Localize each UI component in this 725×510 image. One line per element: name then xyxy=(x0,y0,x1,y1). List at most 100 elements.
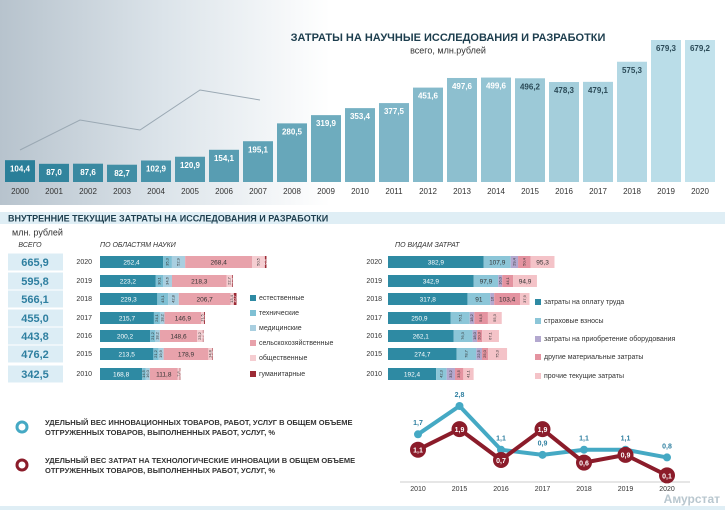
point-label: 1,1 xyxy=(579,436,589,443)
y-tick-label: 2015 xyxy=(366,351,382,358)
bar xyxy=(481,78,511,182)
x-tick-label: 2015 xyxy=(452,486,468,493)
y-tick-label: 2018 xyxy=(366,296,382,303)
point-label: 1,1 xyxy=(621,436,631,443)
chart-title: ПО ОБЛАСТЯМ НАУКИ xyxy=(100,242,177,249)
bar-value-label: 496,2 xyxy=(520,82,541,91)
x-tick-label: 2015 xyxy=(521,187,539,196)
segment-label: 34,6 xyxy=(165,276,170,285)
chart-title: ЗАТРАТЫ НА НАУЧНЫЕ ИССЛЕДОВАНИЯ И РАЗРАБ… xyxy=(291,32,606,44)
segment-label: 274,7 xyxy=(414,352,431,359)
segment-label: 200,2 xyxy=(117,334,134,341)
y-tick-label: 2017 xyxy=(366,315,382,322)
total-label: 566,1 xyxy=(21,294,49,306)
legend-swatch xyxy=(250,371,256,377)
segment-label: 18,2 xyxy=(469,313,474,322)
segment-label: 148,6 xyxy=(170,334,187,341)
legend-label: другие материальные затраты xyxy=(544,354,643,361)
totals-title: ВСЕГО xyxy=(18,242,42,249)
segment-label: 55,3 xyxy=(492,313,497,322)
point-label: 0,6 xyxy=(579,460,589,467)
segment-label: 229,3 xyxy=(121,297,138,304)
y-tick-label: 2016 xyxy=(76,333,92,340)
segment-label: 19,9 xyxy=(158,349,163,358)
segment-label: 213,5 xyxy=(119,352,136,359)
segment-label: 18,2 xyxy=(159,313,164,322)
segment-label: 107,9 xyxy=(489,260,506,267)
legend-label: медицинские xyxy=(259,325,302,332)
segment-label: 50,4 xyxy=(521,257,526,266)
legend-swatch xyxy=(250,295,256,301)
segment-label: 25,0 xyxy=(482,349,487,358)
segment-label: 33,2 xyxy=(448,369,453,378)
point-label: 1,1 xyxy=(413,448,423,455)
segment-label: 192,4 xyxy=(404,372,421,379)
bar xyxy=(583,82,613,182)
segment-label: 16 xyxy=(489,296,494,301)
x-tick-label: 2013 xyxy=(453,187,471,196)
x-tick-label: 2014 xyxy=(487,187,505,196)
segment-label: 78,7 xyxy=(464,349,469,358)
legend-label: общественные xyxy=(259,354,307,362)
segment-label: 35,3 xyxy=(165,257,170,266)
bar xyxy=(651,40,681,182)
segment-label: 20,3 xyxy=(477,331,482,340)
segment-label: 250,9 xyxy=(411,316,428,323)
segment-label: 42,3 xyxy=(438,369,443,378)
legend-marker xyxy=(17,460,27,470)
bar-value-label: 82,7 xyxy=(114,169,130,178)
x-tick-label: 2019 xyxy=(657,187,675,196)
bar-value-label: 104,4 xyxy=(10,164,31,173)
legend-label: затраты на оплату труда xyxy=(544,299,624,306)
legend-swatch xyxy=(250,325,256,331)
bar xyxy=(617,62,647,182)
legend-label: сельскохозяйственные xyxy=(259,339,333,347)
point-label: 1,9 xyxy=(538,427,548,434)
segment-label: 75,3 xyxy=(495,349,500,358)
legend-swatch xyxy=(250,310,256,316)
legend-swatch xyxy=(250,340,256,346)
bar xyxy=(515,78,545,182)
point-label: 0,9 xyxy=(621,453,631,460)
total-label: 595,8 xyxy=(21,276,49,288)
bar xyxy=(413,88,443,182)
segment-label: 317,8 xyxy=(420,297,437,304)
legend-label: затраты на приобретение оборудования xyxy=(544,335,676,343)
legend-label: УДЕЛЬНЫЙ ВЕС ИННОВАЦИОННЫХ ТОВАРОВ, РАБО… xyxy=(45,418,365,438)
segment-label: 95,3 xyxy=(536,260,549,267)
point-label: 1,7 xyxy=(413,420,423,427)
point-label: 1,1 xyxy=(496,436,506,443)
segment-label: 52,9 xyxy=(176,257,181,266)
bar-value-label: 497,6 xyxy=(452,82,473,91)
total-label: 476,2 xyxy=(21,349,49,361)
segment-label: 42,8 xyxy=(171,294,176,303)
bar-value-label: 154,1 xyxy=(214,154,235,163)
segment-label: 50,5 xyxy=(256,257,261,266)
segment-label: 37,9 xyxy=(522,294,527,303)
segment-label: 2,4 xyxy=(177,370,182,376)
y-tick-label: 2010 xyxy=(76,371,92,378)
x-tick-label: 2018 xyxy=(623,187,641,196)
segment-label: 18,2 xyxy=(155,331,160,340)
y-tick-label: 2019 xyxy=(366,278,382,285)
segment-label: 10,7 xyxy=(232,294,237,303)
bar-value-label: 353,4 xyxy=(350,112,371,121)
legend-label: естественные xyxy=(259,295,304,302)
legend-swatch xyxy=(535,336,541,342)
x-tick-label: 2016 xyxy=(555,187,573,196)
segment-label: 111,8 xyxy=(156,372,172,379)
segment-label: 146,9 xyxy=(175,316,192,323)
segment-label: 342,9 xyxy=(423,279,440,286)
segment-label: 2,4 xyxy=(200,332,205,338)
x-tick-label: 2020 xyxy=(659,486,675,493)
legend-swatch xyxy=(535,373,541,379)
segment-label: 16,0 xyxy=(497,276,502,285)
point-label: 0,8 xyxy=(662,443,672,450)
y-tick-label: 2020 xyxy=(366,259,382,266)
bar-value-label: 319,9 xyxy=(316,119,337,128)
legend-swatch xyxy=(535,299,541,305)
brand: Амурстат xyxy=(664,492,720,506)
segment-label: 178,9 xyxy=(178,352,195,359)
segment-label: 44,1 xyxy=(505,276,510,285)
bar xyxy=(447,78,477,182)
